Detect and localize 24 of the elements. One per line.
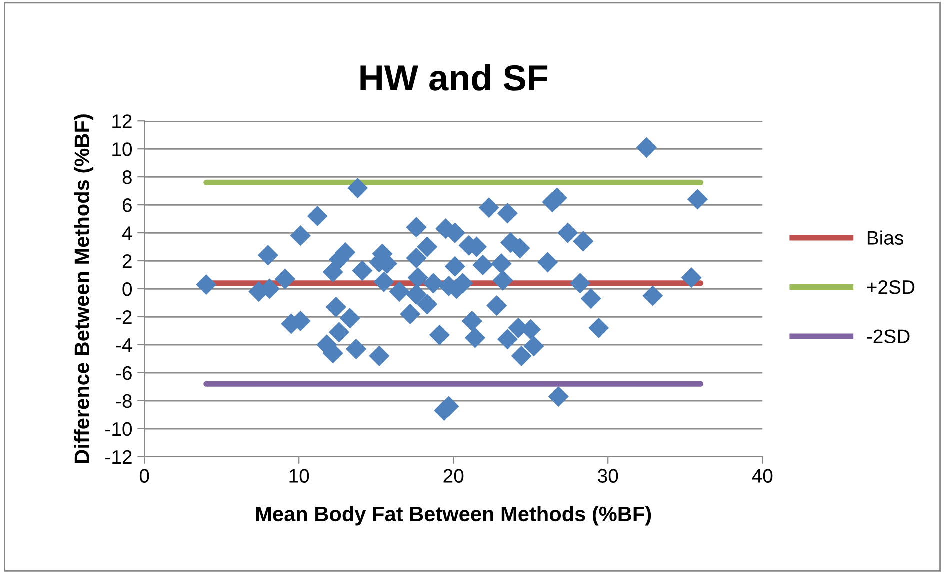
y-axis-title: Difference Between Methods (%BF) bbox=[74, 114, 94, 463]
y-tick-label: 0 bbox=[122, 282, 132, 296]
y-tick-label: 10 bbox=[112, 142, 132, 156]
legend-label: -2SD bbox=[867, 330, 910, 344]
x-axis-title: Mean Body Fat Between Methods (%BF) bbox=[256, 506, 652, 526]
y-tick-label: -8 bbox=[116, 394, 132, 408]
legend-label: Bias bbox=[868, 230, 904, 245]
y-tick-label: 12 bbox=[112, 114, 132, 128]
x-tick-label: 40 bbox=[752, 469, 773, 483]
y-tick-label: 4 bbox=[122, 226, 132, 240]
y-tick-label: -10 bbox=[106, 422, 132, 436]
x-tick-label: 20 bbox=[444, 469, 464, 483]
y-tick-label: -12 bbox=[106, 450, 132, 464]
x-tick-label: 30 bbox=[598, 469, 618, 483]
y-tick-label: 8 bbox=[122, 170, 132, 184]
legend-label: +2SD bbox=[867, 280, 915, 294]
y-tick-label: -4 bbox=[116, 338, 132, 352]
y-tick-label: 6 bbox=[122, 198, 132, 212]
x-tick-label: 10 bbox=[290, 469, 310, 483]
chart-title: HW and SF bbox=[360, 64, 548, 91]
y-tick-label: -2 bbox=[116, 310, 132, 324]
x-tick-label: 0 bbox=[140, 469, 150, 483]
y-tick-label: 2 bbox=[122, 254, 132, 268]
y-tick-label: -6 bbox=[116, 366, 132, 380]
